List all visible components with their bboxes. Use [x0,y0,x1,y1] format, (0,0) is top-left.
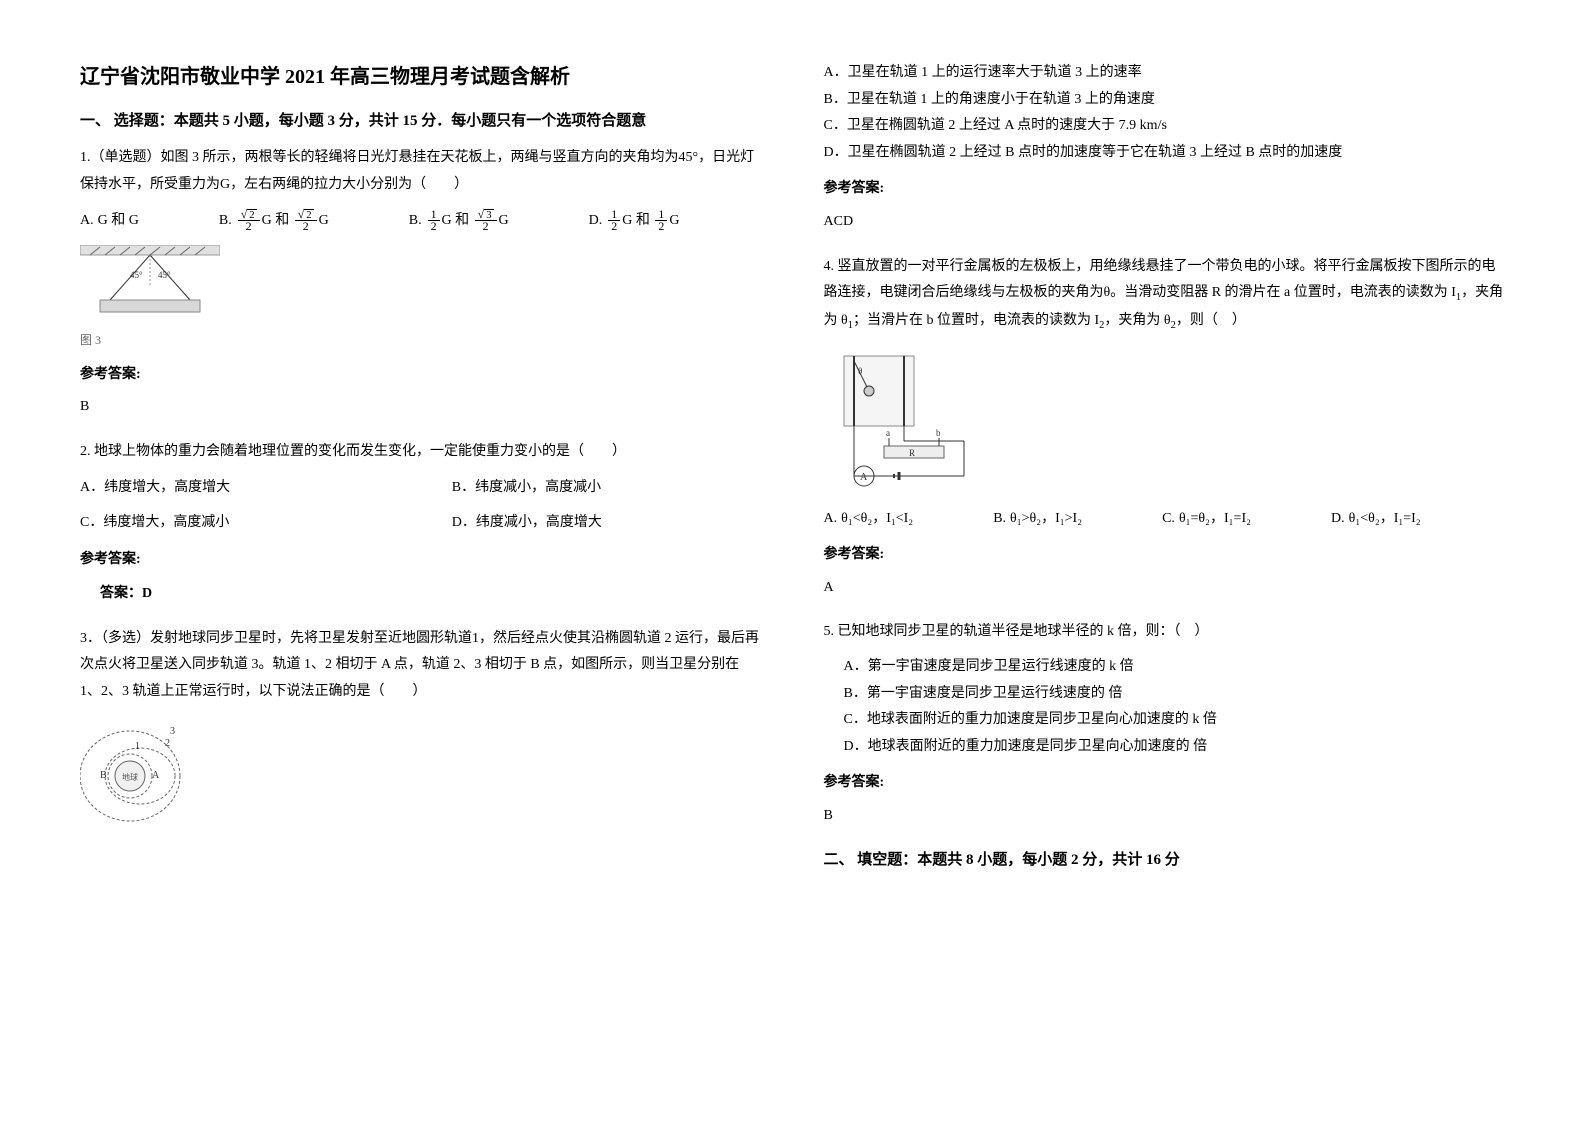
answer-label: 参考答案: [80,547,764,574]
q4-figure: θ R a b A [824,346,1508,496]
svg-text:地球: 地球 [122,772,138,782]
section-2-header: 二、 填空题：本题共 8 小题，每小题 2 分，共计 16 分 [824,848,1508,869]
svg-text:1: 1 [135,741,140,752]
svg-text:B: B [100,770,107,781]
svg-text:2: 2 [165,738,170,749]
option-letter: B. [409,208,422,235]
option-formula: θ₁>θ₂， [1010,506,1055,533]
answer-value: 答案：D [100,581,764,608]
option-formula: I₁=I₂ [1224,506,1251,533]
q1-option-b: B. √22G 和 √22G [219,208,329,235]
q1-option-d: D. 12G 和 12G [589,208,680,235]
q1-options: A. G 和 G B. √22G 和 √22G B. 12G 和 √32G D. [80,208,764,235]
option-letter: C. [1162,506,1175,533]
q3-stem: 3．（多选）发射地球同步卫星时，先将卫星发射至近地圆形轨道1，然后经点火使其沿椭… [80,626,764,706]
svg-text:A: A [152,770,160,781]
option-formula: θ₁=θ₂， [1179,506,1224,533]
q4-options: A. θ₁<θ₂， I₁<I₂ B. θ₁>θ₂， I₁>I₂ C. θ₁=θ₂… [824,506,1508,533]
q4-part: 4. 竖直放置的一对平行金属板的左极板上，用绝缘线悬挂了一个带负电的小球。将平行… [824,259,1496,301]
question-2: 2. 地球上物体的重力会随着地理位置的变化而发生变化，一定能使重力变小的是（ ）… [80,439,764,608]
svg-text:R: R [909,448,915,458]
left-column: 辽宁省沈阳市敬业中学 2021 年高三物理月考试题含解析 一、 选择题：本题共 … [80,60,764,1062]
answer-value: B [80,394,764,421]
q4-part: ，则（ ） [1176,313,1246,328]
q5-option-b: B．第一宇宙速度是同步卫星运行线速度的 倍 [844,681,1508,708]
q4-part: ；当滑片在 b 位置时，电流表的读数为 I [853,313,1099,328]
q2-option-a: A．纬度增大，高度增大 [80,475,392,502]
q1-option-a: A. G 和 G [80,208,139,235]
option-letter: D. [1331,506,1345,533]
option-letter: B. [219,208,232,235]
q4-option-a: A. θ₁<θ₂， I₁<I₂ [824,506,914,533]
svg-text:A: A [860,472,868,483]
q5-option-a: A．第一宇宙速度是同步卫星运行线速度的 k 倍 [844,654,1508,681]
page-title: 辽宁省沈阳市敬业中学 2021 年高三物理月考试题含解析 [80,60,764,89]
question-1: 1.（单选题）如图 3 所示，两根等长的轻绳将日光灯悬挂在天花板上，两绳与竖直方… [80,145,764,421]
option-formula: I₁>I₂ [1055,506,1082,533]
option-formula: 12G 和 12G [606,208,679,235]
svg-text:a: a [886,428,890,438]
option-letter: B. [993,506,1006,533]
q2-option-c: C．纬度增大，高度减小 [80,510,392,537]
q4-option-d: D. θ₁<θ₂， I₁=I₂ [1331,506,1421,533]
q3-option-c: C．卫星在椭圆轨道 2 上经过 A 点时的速度大于 7.9 km/s [824,113,1508,140]
option-letter: A. [824,506,838,533]
q2-option-d: D．纬度减小，高度增大 [452,510,764,537]
q5-stem: 5. 已知地球同步卫星的轨道半径是地球半径的 k 倍，则：（ ） [824,619,1508,646]
question-5: 5. 已知地球同步卫星的轨道半径是地球半径的 k 倍，则：（ ） A．第一宇宙速… [824,619,1508,829]
question-4: 4. 竖直放置的一对平行金属板的左极板上，用绝缘线悬挂了一个带负电的小球。将平行… [824,254,1508,602]
q3-option-d: D．卫星在椭圆轨道 2 上经过 B 点时的加速度等于它在轨道 3 上经过 B 点… [824,140,1508,167]
answer-label: 参考答案: [824,770,1508,797]
option-formula: I₁<I₂ [886,506,913,533]
svg-text:3: 3 [170,726,175,737]
section-1-header: 一、 选择题：本题共 5 小题，每小题 3 分，共计 15 分．每小题只有一个选… [80,109,764,130]
q1-figure: 45° 45° 图 3 [80,245,764,352]
q4-option-b: B. θ₁>θ₂， I₁>I₂ [993,506,1082,533]
q4-part: ，夹角为 θ [1104,313,1170,328]
option-letter: D. [589,208,603,235]
q5-option-d: D．地球表面附近的重力加速度是同步卫星向心加速度的 倍 [844,734,1508,761]
option-letter: A. [80,208,94,235]
answer-label: 参考答案: [80,362,764,389]
svg-text:θ: θ [858,366,862,376]
question-3-continued: A．卫星在轨道 1 上的运行速率大于轨道 3 上的速率 B．卫星在轨道 1 上的… [824,60,1508,236]
q4-option-c: C. θ₁=θ₂， I₁=I₂ [1162,506,1251,533]
q2-option-b: B．纬度减小，高度减小 [452,475,764,502]
question-3: 3．（多选）发射地球同步卫星时，先将卫星发射至近地圆形轨道1，然后经点火使其沿椭… [80,626,764,826]
answer-value: A [824,575,1508,602]
svg-text:b: b [936,428,941,438]
q1-stem: 1.（单选题）如图 3 所示，两根等长的轻绳将日光灯悬挂在天花板上，两绳与竖直方… [80,145,764,198]
q1-option-c: B. 12G 和 √32G [409,208,509,235]
answer-label: 参考答案: [824,176,1508,203]
q2-options: A．纬度增大，高度增大 B．纬度减小，高度减小 C．纬度增大，高度减小 D．纬度… [80,475,764,536]
right-column: A．卫星在轨道 1 上的运行速率大于轨道 3 上的速率 B．卫星在轨道 1 上的… [824,60,1508,1062]
q3-option-b: B．卫星在轨道 1 上的角速度小于在轨道 3 上的角速度 [824,87,1508,114]
option-formula: I₁=I₂ [1394,506,1421,533]
q4-stem: 4. 竖直放置的一对平行金属板的左极板上，用绝缘线悬挂了一个带负电的小球。将平行… [824,254,1508,336]
figure-caption: 图 3 [80,329,764,352]
option-formula: 12G 和 √32G [426,208,509,235]
q3-figure: 地球 A B 3 2 1 [80,716,764,826]
q3-option-a: A．卫星在轨道 1 上的运行速率大于轨道 3 上的速率 [824,60,1508,87]
q5-option-c: C．地球表面附近的重力加速度是同步卫星向心加速度的 k 倍 [844,707,1508,734]
answer-value: B [824,803,1508,830]
option-formula: θ₁<θ₂， [841,506,886,533]
option-formula: √22G 和 √22G [236,208,329,235]
q2-stem: 2. 地球上物体的重力会随着地理位置的变化而发生变化，一定能使重力变小的是（ ） [80,439,764,466]
answer-label: 参考答案: [824,542,1508,569]
svg-text:45°: 45° [130,270,143,280]
answer-value: ACD [824,209,1508,236]
option-text: G 和 G [98,208,139,235]
option-formula: θ₁<θ₂， [1349,506,1394,533]
svg-text:45°: 45° [158,270,171,280]
